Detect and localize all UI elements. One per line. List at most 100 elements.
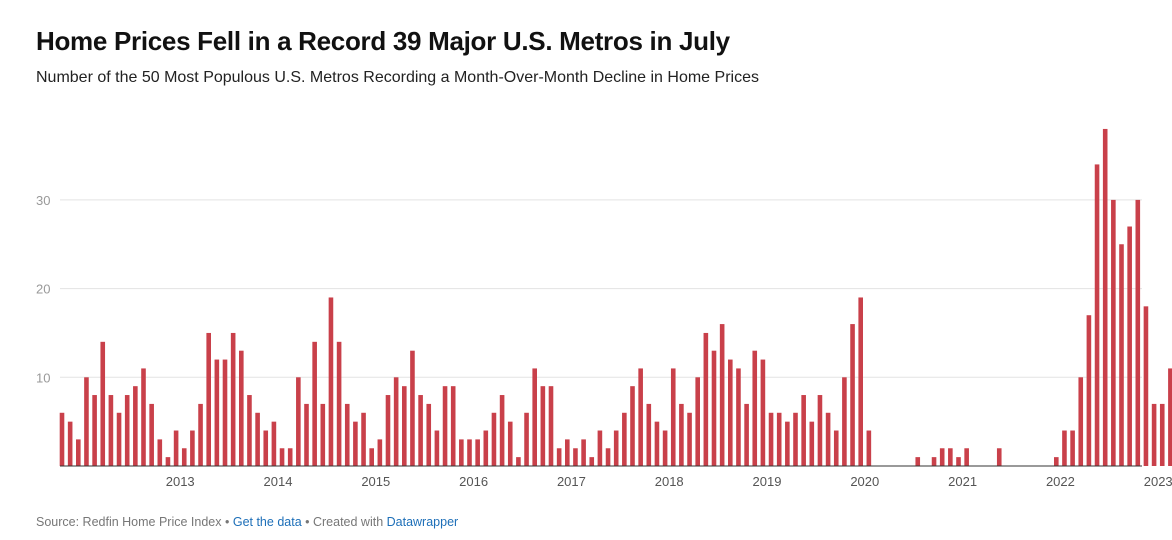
bar [247,395,252,466]
bar [149,403,154,466]
x-tick-label: 2014 [264,474,293,489]
bar [92,395,97,466]
x-tick-label: 2016 [459,474,488,489]
x-tick-label: 2023 [1144,474,1172,489]
bar [410,350,415,466]
bar [524,412,529,466]
bar [752,350,758,466]
bar [76,439,81,466]
bar [1070,430,1075,466]
bar [124,395,130,466]
y-tick-label: 20 [36,282,50,297]
bar [540,386,546,466]
bar [866,430,872,466]
bar [255,412,260,466]
bar [328,297,334,466]
bar [312,341,317,466]
bar [842,377,847,466]
bar [622,412,627,466]
get-the-data-link[interactable]: Get the data [232,515,302,529]
bar [263,430,269,466]
bar [450,386,456,466]
bar [116,412,122,466]
gridlines: 10 20 30 [36,193,1142,385]
bar [670,368,676,466]
bar [760,359,766,466]
bar [1119,244,1124,466]
bar [1127,226,1132,466]
bar [532,368,537,466]
x-tick-label: 2015 [361,474,390,489]
bar [719,324,725,466]
bar [776,412,782,466]
bar [483,430,489,466]
bar [695,377,700,466]
bar [426,403,432,466]
bar [181,448,187,466]
bar [393,377,399,466]
bar [141,368,146,466]
bar [825,412,831,466]
bar [1135,199,1141,466]
bar [279,448,285,466]
bar [418,395,423,466]
bar [948,448,953,466]
chart-title: Home Prices Fell in a Record 39 Major U.… [36,26,730,56]
bar [850,324,855,466]
bar [1094,164,1100,467]
bar [344,403,350,466]
bar [467,439,472,466]
bar [59,412,65,466]
bar [459,439,464,466]
bar [915,457,921,466]
bar [548,386,554,466]
bar [287,448,293,466]
bar [222,359,228,466]
bar [108,395,114,466]
bar [336,341,342,466]
bar [785,421,790,466]
bar [793,412,798,466]
bar [931,457,937,466]
source-text: Source: Redfin Home Price Index [36,515,222,529]
bar [230,332,236,466]
x-axis: 2013 2014 2015 2016 2017 2018 2019 2020 2021 2022… [60,465,1172,489]
bar [320,403,326,466]
bar [377,439,383,466]
bar [711,350,717,466]
bar [516,457,521,466]
bar [687,412,692,466]
bar [768,412,774,466]
bar [1111,199,1116,466]
bar [589,457,595,466]
bar [304,403,309,466]
bar [605,448,611,466]
bar [190,430,195,466]
created-with-text: • Created with [301,515,387,529]
bar [996,448,1002,466]
x-tick-label: 2021 [948,474,977,489]
bar [442,386,448,466]
x-tick-label: 2019 [753,474,782,489]
bar [573,448,578,466]
bar [1168,368,1172,466]
bar [1062,430,1067,466]
bar [165,457,171,466]
bar [809,421,815,466]
bar [939,448,945,466]
bar [964,448,969,466]
bar [499,395,505,466]
bar [67,421,73,466]
bar [385,395,391,466]
bar [1054,457,1059,466]
x-tick-label: 2017 [557,474,586,489]
bar [662,430,668,466]
datawrapper-link[interactable]: Datawrapper [386,515,459,529]
bar [1151,403,1157,466]
bar [271,421,277,466]
bar [369,448,374,466]
y-tick-label: 30 [36,193,50,208]
bar [613,430,619,466]
bar [491,412,497,466]
